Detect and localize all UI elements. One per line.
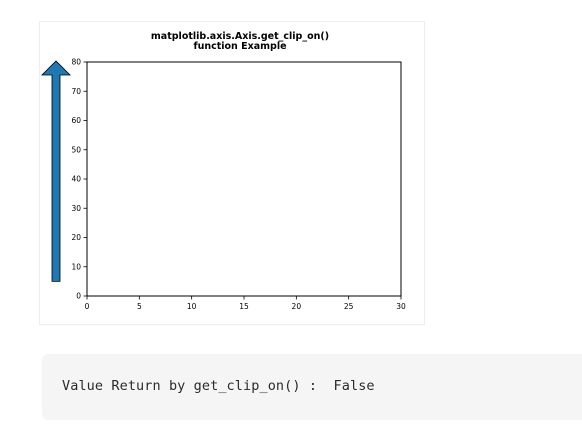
output-panel: Value Return by get_clip_on() : False — [42, 354, 582, 420]
x-tick-label: 10 — [187, 302, 197, 311]
x-tick-label: 0 — [85, 302, 90, 311]
x-tick-label: 5 — [137, 302, 142, 311]
x-tick-label: 20 — [292, 302, 302, 311]
up-arrow-icon — [41, 60, 71, 282]
x-axis: 0 5 10 15 20 25 30 — [85, 296, 406, 311]
y-tick-label: 20 — [71, 233, 81, 242]
y-tick-label: 70 — [71, 87, 81, 96]
plot-figure: matplotlib.axis.Axis.get_clip_on() funct… — [40, 22, 424, 324]
y-tick-label: 0 — [76, 292, 81, 301]
y-tick-label: 30 — [71, 204, 81, 213]
output-text: Value Return by get_clip_on() : False — [62, 378, 375, 394]
y-tick-label: 10 — [71, 262, 81, 271]
x-tick-label: 30 — [396, 302, 406, 311]
y-tick-label: 50 — [71, 145, 81, 154]
plot-area — [86, 61, 402, 297]
y-tick-label: 40 — [71, 175, 81, 184]
y-axis: 0 10 20 30 40 50 60 70 80 — [71, 58, 87, 301]
chart-canvas: matplotlib.axis.Axis.get_clip_on() funct… — [41, 31, 406, 311]
y-tick-label: 80 — [71, 58, 81, 67]
x-tick-label: 25 — [344, 302, 354, 311]
x-tick-label: 15 — [239, 302, 249, 311]
y-tick-label: 60 — [71, 116, 81, 125]
chart-title-line-2: function Example — [193, 41, 286, 52]
chart-title-line-1: matplotlib.axis.Axis.get_clip_on() — [151, 31, 329, 42]
arrow-annotation — [41, 60, 71, 282]
